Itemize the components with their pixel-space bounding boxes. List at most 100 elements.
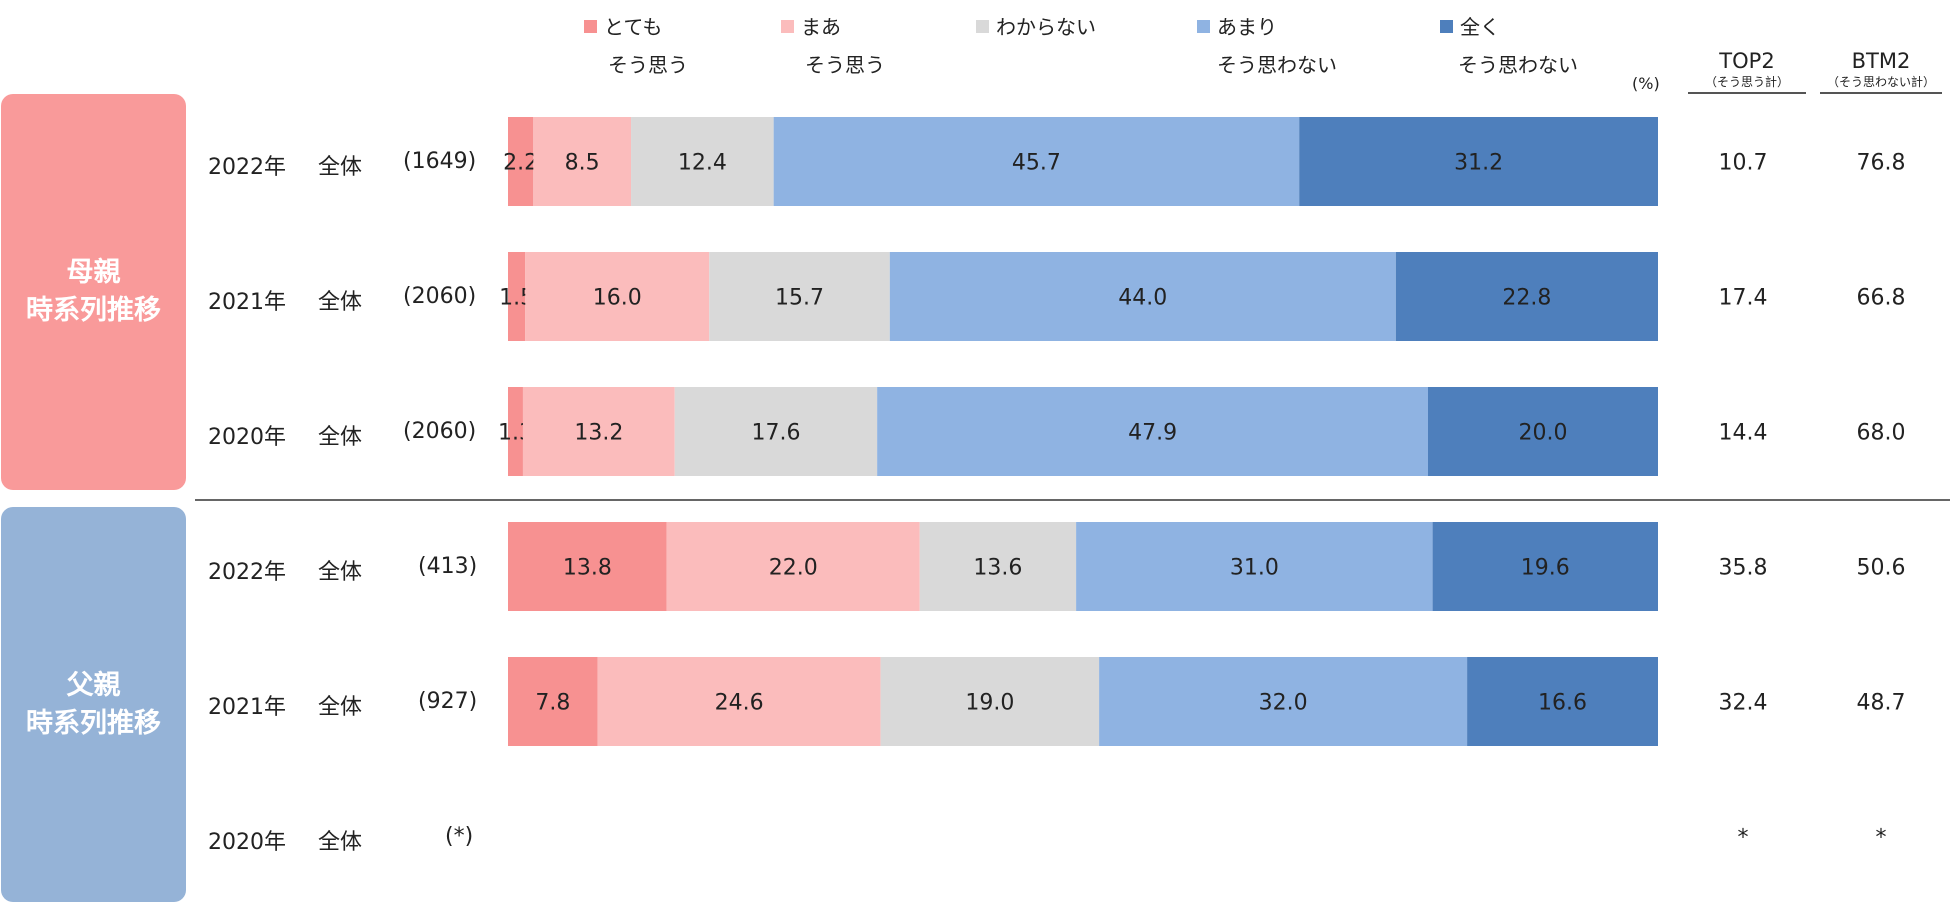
bar-segment-label: 19.0 [965, 691, 1014, 716]
btm2-value: * [1876, 826, 1887, 851]
btm2-value: 66.8 [1857, 286, 1906, 311]
group-label-line2: 時系列推移 [26, 295, 161, 326]
bar-segment [1076, 522, 1433, 611]
bar-segment-label: 8.5 [565, 151, 600, 176]
legend-swatch [1197, 20, 1210, 33]
legend-label: まあ [801, 15, 841, 39]
btm2-value: 50.6 [1857, 556, 1906, 581]
bar-segment [666, 522, 920, 611]
bar-segment [880, 657, 1100, 746]
bar-segment-label: 12.4 [678, 151, 727, 176]
top2-header-title: TOP2 [1719, 49, 1775, 73]
bar-segment [508, 252, 526, 341]
bar-segment [773, 117, 1300, 206]
top2-header-underline [1688, 92, 1806, 94]
bar-segment [709, 252, 890, 341]
bar-segment [1299, 117, 1658, 206]
top2-value: 35.8 [1719, 556, 1768, 581]
unit-label: (%) [1632, 74, 1660, 93]
top2-value: * [1738, 826, 1749, 851]
bar-segment-label: 22.0 [769, 556, 818, 581]
legend-label: 全く [1460, 15, 1500, 39]
bar-segment-label: 7.8 [535, 691, 570, 716]
bar-segment [1432, 522, 1658, 611]
bar-segment-label: 17.6 [751, 421, 800, 446]
bar-segment [508, 117, 534, 206]
legend-label: あまり [1217, 15, 1277, 39]
legend-swatch [781, 20, 794, 33]
row-year: 2022年 [208, 560, 286, 585]
legend-swatch [1440, 20, 1453, 33]
bar-segment-label: 15.7 [775, 286, 824, 311]
bar-segment [533, 117, 632, 206]
bar-segment-label: 20.0 [1519, 421, 1568, 446]
btm2-value: 68.0 [1857, 421, 1906, 446]
bar-segment-label: 19.6 [1521, 556, 1570, 581]
row-year: 2020年 [208, 425, 286, 450]
top2-value: 17.4 [1719, 286, 1768, 311]
bar-segment [1099, 657, 1468, 746]
bar-segment-label: 2.2 [503, 151, 538, 176]
row-n: (927) [418, 689, 478, 714]
legend-label-line2: そう思う [608, 53, 688, 77]
row-year: 2020年 [208, 830, 286, 855]
row-n: (2060) [403, 284, 477, 309]
group-box-father: 父親 時系列推移 [1, 507, 186, 902]
row-n: (*) [445, 824, 474, 849]
row-segment: 全体 [318, 155, 363, 180]
row-n: (1649) [403, 149, 477, 174]
btm2-header-sub: （そう思わない計） [1826, 75, 1935, 89]
bar-segment-label: 31.0 [1230, 556, 1279, 581]
bar-segment [674, 387, 878, 476]
bar-segment [877, 387, 1428, 476]
bar-segment-label: 22.8 [1502, 286, 1551, 311]
group-divider [195, 499, 1950, 501]
bar-segment-label: 13.2 [574, 421, 623, 446]
bar-segment-label: 44.0 [1118, 286, 1167, 311]
top2-value: 10.7 [1719, 151, 1768, 176]
bar-segment-label: 32.0 [1259, 691, 1308, 716]
group-label-line1: 父親 [66, 669, 121, 701]
btm2-value: 48.7 [1857, 691, 1906, 716]
bar-segment [631, 117, 774, 206]
top2-header: TOP2 （そう思う計） [1688, 48, 1806, 94]
btm2-header: BTM2 （そう思わない計） [1820, 48, 1942, 94]
bar-segment-label: 13.8 [563, 556, 612, 581]
bar-segment [1395, 252, 1658, 341]
row-segment: 全体 [318, 425, 363, 450]
bar-segment-label: 31.2 [1454, 151, 1503, 176]
bar-segment [525, 252, 710, 341]
top2-value: 14.4 [1719, 421, 1768, 446]
row-n: (2060) [403, 419, 477, 444]
top2-header-sub: （そう思う計） [1704, 75, 1789, 89]
group-label-line2: 時系列推移 [26, 707, 161, 739]
bar-segment [508, 387, 523, 476]
row-segment: 全体 [318, 830, 363, 855]
bar-segment-label: 13.6 [973, 556, 1022, 581]
bar-segment [508, 657, 598, 746]
legend-label-line2: そう思う [805, 53, 885, 77]
bar-segment [508, 522, 667, 611]
btm2-header-title: BTM2 [1851, 49, 1911, 73]
row-segment: 全体 [318, 560, 363, 585]
bar-segment-label: 16.0 [593, 286, 642, 311]
btm2-value: 76.8 [1857, 151, 1906, 176]
bar-segment-label: 24.6 [715, 691, 764, 716]
legend-label: わからない [996, 15, 1096, 39]
top2-value: 32.4 [1719, 691, 1768, 716]
legend-label-line2: そう思わない [1217, 53, 1337, 77]
bar-segment [889, 252, 1396, 341]
row-year: 2021年 [208, 290, 286, 315]
bar-segment-label: 16.6 [1538, 691, 1587, 716]
btm2-header-underline [1820, 92, 1942, 94]
row-year: 2021年 [208, 695, 286, 720]
bar-segment [1428, 387, 1658, 476]
row-segment: 全体 [318, 695, 363, 720]
bar-segment [522, 387, 675, 476]
group-label-line1: 母親 [66, 257, 121, 288]
group-box-mother: 母親 時系列推移 [1, 94, 186, 490]
bar-segment [597, 657, 881, 746]
bar-segment-label: 47.9 [1128, 421, 1177, 446]
row-n: (413) [418, 554, 478, 579]
legend-label: とても [604, 15, 663, 39]
